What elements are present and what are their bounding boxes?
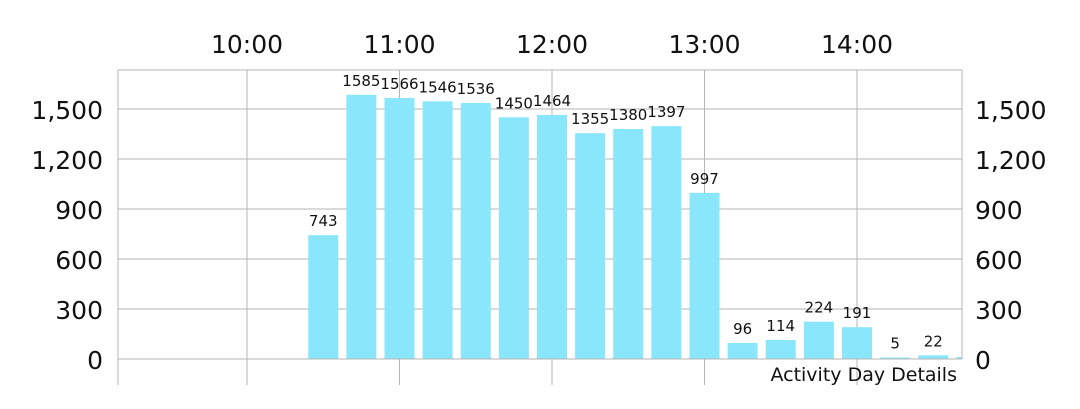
bar-value-label: 1355 (571, 110, 609, 128)
bar (689, 192, 720, 359)
x-tick-label: 10:00 (211, 30, 283, 59)
bar-value-label: 191 (843, 304, 872, 322)
bar (498, 117, 529, 359)
bar (842, 327, 872, 359)
bar (308, 235, 339, 359)
bar (346, 94, 377, 359)
bar-value-label: 1566 (380, 75, 418, 93)
x-tick-label: 12:00 (516, 30, 588, 59)
x-tick-label: 11:00 (363, 30, 435, 59)
y-tick-label-right: 300 (975, 296, 1023, 325)
bar-value-label: 224 (805, 299, 834, 317)
bar (422, 101, 453, 359)
bar (613, 129, 644, 359)
bar-value-label: 997 (690, 170, 719, 188)
bar-value-label: 114 (766, 317, 795, 335)
bar-value-label: 1536 (457, 80, 495, 98)
y-tick-label-left: 1,200 (31, 146, 103, 175)
chart-description: Activity Day Details (770, 364, 957, 386)
y-tick-label-right: 1,200 (975, 146, 1047, 175)
bar (651, 126, 682, 360)
bar (880, 357, 911, 359)
x-tick-label: 14:00 (821, 30, 893, 59)
bar (575, 133, 606, 359)
x-tick-label: 13:00 (668, 30, 740, 59)
bar-value-label: 1464 (533, 92, 571, 110)
bars (308, 94, 962, 360)
bar (537, 115, 567, 359)
bar-value-label: 96 (733, 320, 752, 338)
y-tick-label-left: 300 (55, 296, 103, 325)
bar-value-label: 1546 (419, 78, 457, 96)
bar (727, 343, 758, 359)
bar-value-label: 1380 (609, 106, 647, 124)
y-tick-label-left: 600 (55, 246, 103, 275)
bar (765, 340, 796, 359)
axes: 0 0 300 300 600 600 900 900 1,200 1,200 1,500 1,500… (31, 30, 1047, 385)
bar-value-label: 743 (309, 212, 338, 230)
y-tick-label-right: 900 (975, 196, 1023, 225)
bar-value-label: 5 (890, 335, 900, 353)
bar-value-label: 1397 (647, 103, 685, 121)
bar (956, 357, 962, 359)
y-tick-label-left: 1,500 (31, 96, 103, 125)
bar (918, 355, 949, 359)
bar (460, 103, 491, 359)
y-tick-label-right: 600 (975, 246, 1023, 275)
bar (384, 98, 415, 359)
y-tick-label-right: 0 (975, 346, 991, 375)
bar-value-label: 22 (924, 332, 943, 350)
bar (803, 321, 834, 359)
y-tick-label-left: 900 (55, 196, 103, 225)
y-tick-label-right: 1,500 (975, 96, 1047, 125)
bar-value-label: 1585 (342, 72, 380, 90)
y-tick-label-left: 0 (87, 346, 103, 375)
bar-value-label: 1450 (495, 94, 533, 112)
